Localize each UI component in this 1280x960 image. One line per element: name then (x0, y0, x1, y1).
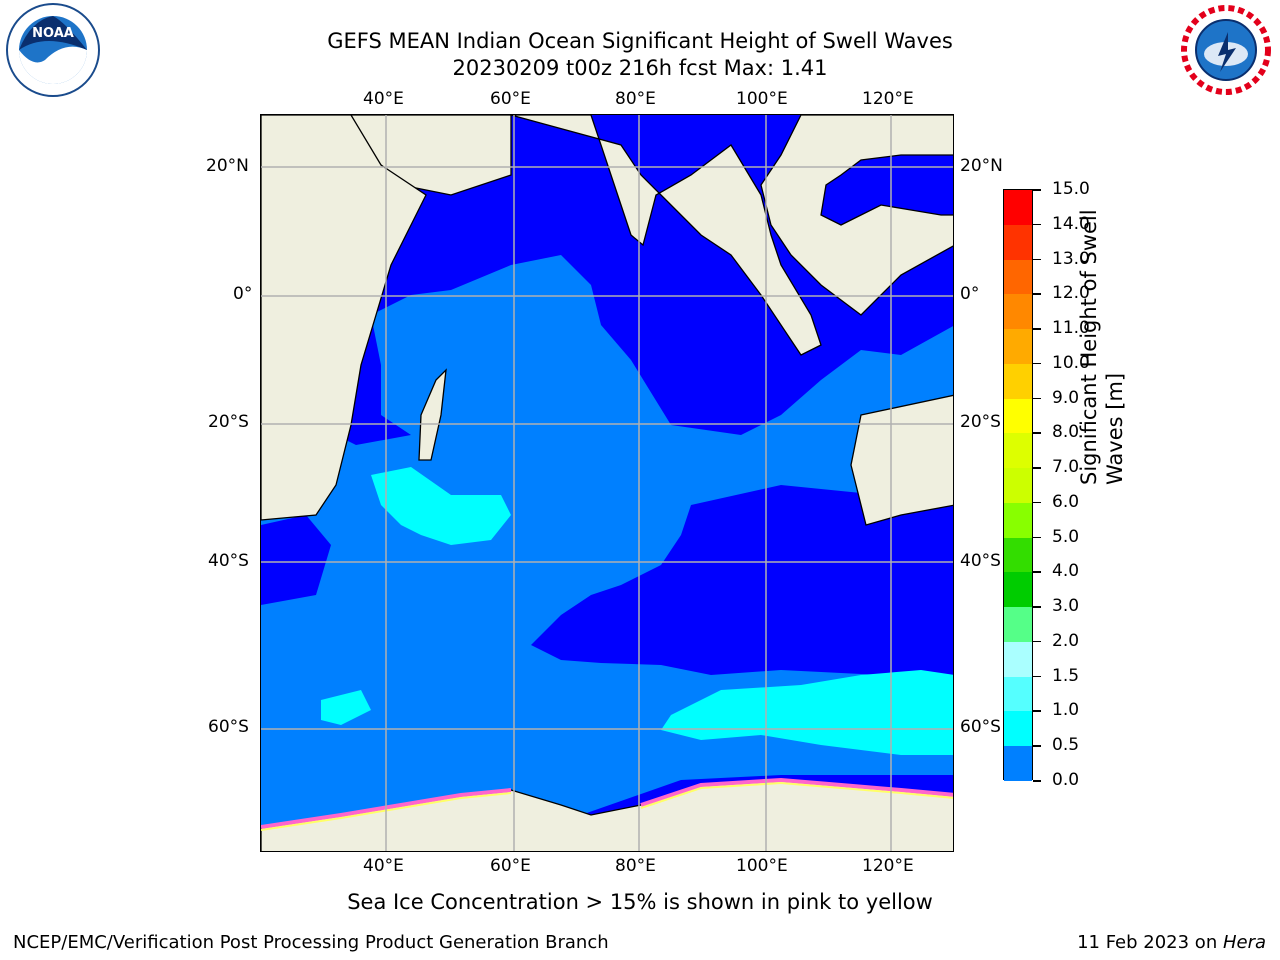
colorbar-label: 12.0 (1052, 283, 1090, 304)
map-canvas (261, 115, 953, 851)
footer-right: 11 Feb 2023 on Hera (1077, 932, 1266, 953)
colorbar-segment (1004, 190, 1032, 226)
colorbar-tick (1033, 571, 1041, 573)
colorbar-segment (1004, 572, 1032, 608)
colorbar-tick (1033, 606, 1041, 608)
lon-label-bottom-40e: 40°E (363, 856, 404, 876)
colorbar-tick (1033, 328, 1041, 330)
colorbar-tick (1033, 362, 1041, 365)
colorbar-segment (1004, 502, 1032, 539)
colorbar-label: 10.0 (1052, 352, 1090, 373)
colorbar-tick (1033, 189, 1041, 191)
svg-text:NOAA: NOAA (32, 26, 74, 41)
colorbar-label: 6.0 (1052, 491, 1080, 512)
colorbar-segment (1004, 259, 1032, 295)
colorbar-tick (1033, 640, 1041, 643)
colorbar-segment (1004, 329, 1032, 365)
colorbar-tick (1033, 432, 1041, 434)
colorbar-segment (1004, 711, 1032, 747)
colorbar-label: 0.0 (1052, 770, 1080, 790)
colorbar-tick (1033, 501, 1041, 504)
lat-label-left-60s: 60°S (208, 717, 249, 737)
colorbar-tick (1033, 675, 1041, 678)
lon-label-bottom-80e: 80°E (615, 856, 656, 876)
colorbar-segment (1004, 433, 1032, 469)
colorbar-tick (1033, 467, 1041, 469)
colorbar-label: 7.0 (1052, 457, 1080, 478)
colorbar-tick (1033, 745, 1041, 747)
colorbar-segment (1004, 398, 1032, 434)
colorbar-label: 0.5 (1052, 735, 1080, 756)
colorbar-label: 1.5 (1052, 665, 1080, 686)
footer-date: 11 Feb 2023 on (1077, 932, 1223, 953)
lat-label-left-20n: 20°N (206, 156, 249, 176)
footer-left: NCEP/EMC/Verification Post Processing Pr… (13, 932, 609, 953)
colorbar-label: 9.0 (1052, 387, 1080, 408)
colorbar-label: 1.0 (1052, 700, 1080, 721)
colorbar-segment (1004, 537, 1032, 573)
map-panel (260, 114, 954, 852)
colorbar (1003, 189, 1033, 782)
colorbar-tick (1033, 293, 1041, 295)
lat-label-right-20s: 20°S (960, 412, 1001, 432)
colorbar-segment (1004, 363, 1032, 400)
nws-logo (1178, 2, 1274, 98)
colorbar-title: Significant Height of Swell Waves [m] (1076, 209, 1128, 485)
colorbar-label: 8.0 (1052, 422, 1080, 443)
chart-title: GEFS MEAN Indian Ocean Significant Heigh… (327, 29, 953, 53)
colorbar-segment (1004, 607, 1032, 643)
lon-label-bottom-120e: 120°E (862, 856, 914, 876)
colorbar-segment (1004, 676, 1032, 712)
lat-label-right-40s: 40°S (960, 551, 1001, 571)
lon-label-top-60e: 60°E (490, 89, 531, 109)
lon-label-bottom-100e: 100°E (736, 856, 788, 876)
lon-label-top-80e: 80°E (615, 89, 656, 109)
colorbar-tick (1033, 710, 1041, 712)
colorbar-label: 13.0 (1052, 248, 1090, 269)
lon-label-bottom-60e: 60°E (490, 856, 531, 876)
chart-subtitle: 20230209 t00z 216h fcst Max: 1.41 (452, 56, 828, 80)
colorbar-segment (1004, 641, 1032, 678)
colorbar-tick (1033, 223, 1041, 226)
lat-label-left-20s: 20°S (208, 412, 249, 432)
lat-label-left-0: 0° (233, 284, 253, 304)
colorbar-label: 4.0 (1052, 561, 1080, 582)
lat-label-right-0: 0° (960, 284, 980, 304)
colorbar-tick (1033, 536, 1041, 539)
colorbar-title-line1: Significant Height of Swell (1077, 209, 1101, 485)
sea-ice-edge (261, 777, 953, 829)
lat-label-right-20n: 20°N (960, 156, 1003, 176)
colorbar-label: 11.0 (1052, 318, 1090, 339)
colorbar-segment (1004, 468, 1032, 504)
lon-label-top-40e: 40°E (363, 89, 404, 109)
sea-ice-caption: Sea Ice Concentration > 15% is shown in … (347, 890, 933, 914)
colorbar-label: 3.0 (1052, 596, 1080, 617)
footer-host: Hera (1222, 932, 1266, 953)
colorbar-title-line2: Waves [m] (1103, 372, 1127, 485)
colorbar-tick (1033, 397, 1041, 400)
colorbar-label: 5.0 (1052, 526, 1080, 547)
colorbar-label: 15.0 (1052, 179, 1090, 199)
ocean-high-swell (321, 467, 953, 755)
lat-label-left-40s: 40°S (208, 551, 249, 571)
colorbar-segment (1004, 294, 1032, 330)
noaa-logo: NOAA (5, 2, 101, 98)
colorbar-tick (1033, 780, 1041, 782)
colorbar-label: 14.0 (1052, 213, 1090, 234)
colorbar-segment (1004, 224, 1032, 260)
lon-label-top-120e: 120°E (862, 89, 914, 109)
lat-label-right-60s: 60°S (960, 717, 1001, 737)
lon-label-top-100e: 100°E (736, 89, 788, 109)
colorbar-segment (1004, 746, 1032, 782)
colorbar-tick (1033, 258, 1041, 261)
map-grid (261, 115, 953, 851)
sea-ice-inner (261, 781, 953, 831)
colorbar-label: 2.0 (1052, 630, 1080, 651)
